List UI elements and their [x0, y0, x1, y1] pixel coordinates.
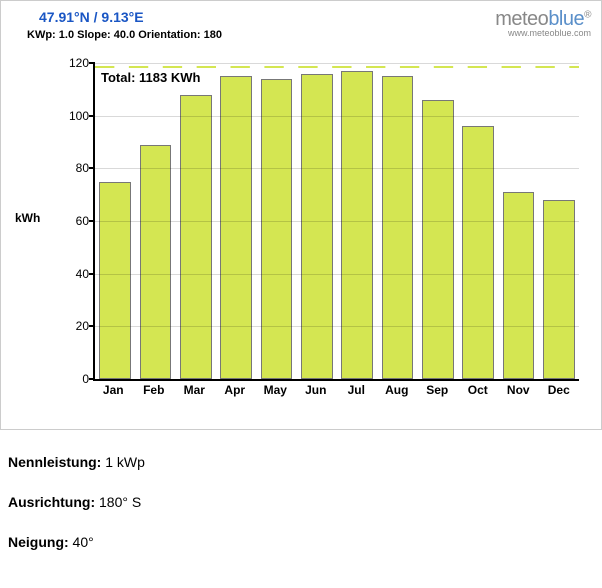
- xaxis-label: Oct: [458, 383, 499, 401]
- xaxis-label: May: [255, 383, 296, 401]
- param-ausrichtung: Ausrichtung: 180° S: [8, 494, 594, 510]
- param-label: Nennleistung:: [8, 454, 101, 470]
- logo-brand-b: blue: [548, 8, 584, 30]
- bar: [462, 126, 493, 379]
- xaxis-label: Jan: [93, 383, 134, 401]
- param-value: 40°: [69, 534, 94, 550]
- xaxis-label: Dec: [539, 383, 580, 401]
- yaxis-label: kWh: [15, 211, 40, 225]
- parameters-block: Nennleistung: 1 kWp Ausrichtung: 180° S …: [0, 430, 602, 588]
- param-neigung: Neigung: 40°: [8, 534, 594, 550]
- plot-wrap: kWh Total: 1183 KWh 020406080100120 JanF…: [13, 63, 589, 401]
- xaxis-labels: JanFebMarAprMayJunJulAugSepOctNovDec: [93, 383, 579, 401]
- bar: [301, 74, 332, 379]
- ytick-label: 100: [69, 109, 89, 123]
- param-value: 1 kWp: [101, 454, 145, 470]
- xaxis-label: Apr: [215, 383, 256, 401]
- chart-header: 47.91°N / 9.13°E KWp: 1.0 Slope: 40.0 Or…: [1, 9, 601, 41]
- ytick-label: 120: [69, 56, 89, 70]
- total-label: Total: 1183 KWh: [101, 70, 200, 85]
- ytick-label: 20: [76, 319, 89, 333]
- param-nennleistung: Nennleistung: 1 kWp: [8, 454, 594, 470]
- xaxis-label: Jul: [336, 383, 377, 401]
- xaxis-label: Sep: [417, 383, 458, 401]
- logo-url: www.meteoblue.com: [495, 29, 591, 38]
- xaxis-label: Feb: [134, 383, 175, 401]
- plot-area: Total: 1183 KWh 020406080100120: [93, 63, 579, 381]
- ytick-label: 80: [76, 161, 89, 175]
- chart-box: 47.91°N / 9.13°E KWp: 1.0 Slope: 40.0 Or…: [0, 0, 602, 430]
- ytick-label: 60: [76, 214, 89, 228]
- xaxis-label: Mar: [174, 383, 215, 401]
- bar: [382, 76, 413, 379]
- xaxis-label: Aug: [377, 383, 418, 401]
- registered-icon: ®: [584, 9, 591, 20]
- xaxis-label: Jun: [296, 383, 337, 401]
- page-container: 47.91°N / 9.13°E KWp: 1.0 Slope: 40.0 Or…: [0, 0, 602, 588]
- header-left: 47.91°N / 9.13°E KWp: 1.0 Slope: 40.0 Or…: [11, 9, 222, 41]
- bar: [140, 145, 171, 379]
- bar: [99, 182, 130, 380]
- meteoblue-logo: meteoblue® www.meteoblue.com: [495, 9, 591, 38]
- param-label: Neigung:: [8, 534, 69, 550]
- xaxis-label: Nov: [498, 383, 539, 401]
- bar: [543, 200, 574, 379]
- bar: [422, 100, 453, 379]
- params-subheader: KWp: 1.0 Slope: 40.0 Orientation: 180: [11, 29, 222, 41]
- logo-brand: meteoblue®: [495, 9, 591, 29]
- param-value: 180° S: [95, 494, 141, 510]
- bar: [180, 95, 211, 379]
- ytick-label: 0: [82, 372, 89, 386]
- logo-brand-a: meteo: [495, 8, 548, 30]
- bar: [261, 79, 292, 379]
- param-label: Ausrichtung:: [8, 494, 95, 510]
- ytick-label: 40: [76, 267, 89, 281]
- bar: [341, 71, 372, 379]
- bar: [220, 76, 251, 379]
- coordinates-text: 47.91°N / 9.13°E: [11, 9, 222, 25]
